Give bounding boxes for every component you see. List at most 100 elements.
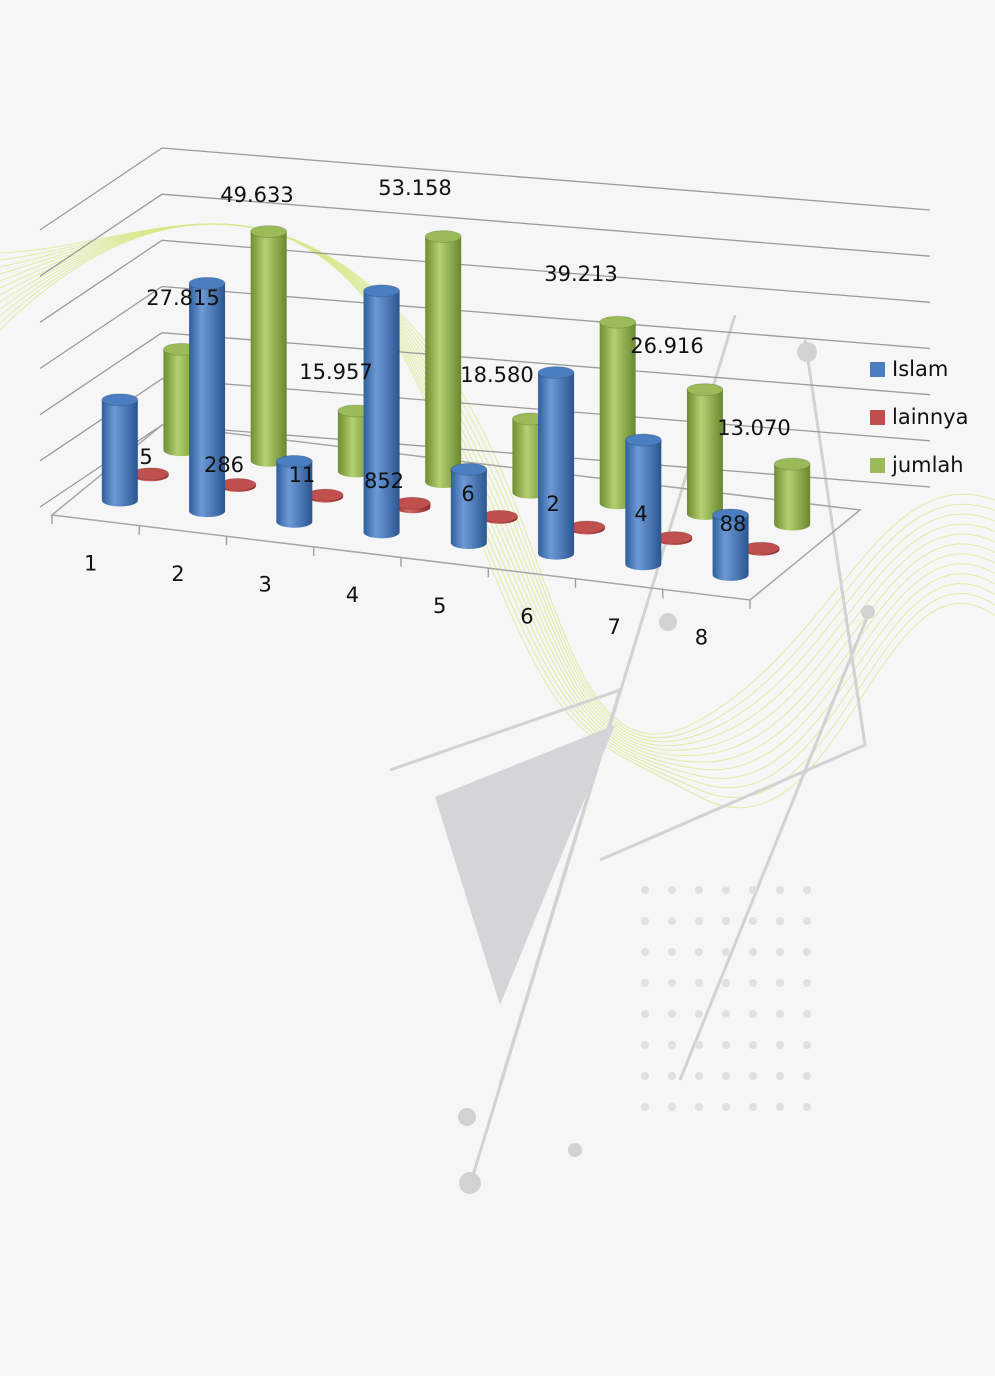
cylinder-body [425,236,462,488]
cylinder-top [306,488,344,502]
decor-dot [641,886,649,894]
decor-dot [668,1041,676,1049]
cylinder-lainnya-7 [655,531,693,546]
cylinder-top [655,531,693,545]
background-decoration [0,223,995,1194]
decor-dot [749,886,757,894]
data-label: 5 [139,445,152,469]
category-label: 3 [258,573,271,597]
cylinder-top [599,315,637,329]
category-label: 5 [433,594,446,618]
decor-dot [722,1041,730,1049]
decor-dot [641,948,649,956]
legend-swatch [870,361,885,377]
decor-dot [749,1072,757,1080]
legend-item-lainnya: lainnya [870,393,968,441]
cylinder-body [450,469,487,550]
cylinder-Islam-7 [624,433,662,571]
decor-dot [776,917,784,925]
cylinder-Islam-3 [275,454,313,528]
decor-dot [749,1103,757,1111]
gridline [39,285,931,370]
legend-label: jumlah [892,453,964,477]
category-label: 6 [520,604,533,628]
decor-dot [749,1041,757,1049]
decor-dot [722,1103,730,1111]
legend-item-jumlah: jumlah [870,441,968,489]
decor-dot [641,1041,649,1049]
gridline [39,378,931,462]
decor-dot [803,1041,811,1049]
cylinder-top [101,393,139,407]
cylinder-top [481,509,519,523]
cylinder-top [450,462,488,476]
decor-dot [776,1041,784,1049]
decor-dot [641,1103,649,1111]
legend-label: lainnya [892,405,969,429]
cylinder-lainnya-6 [568,520,606,535]
cylinder-body [189,283,226,518]
decor-dot [695,1010,703,1018]
decor-dot [861,605,875,619]
gridline [39,239,931,323]
data-label: 15.957 [299,360,372,384]
cylinder-lainnya-8 [742,541,780,556]
cylinder-Islam-4 [363,284,401,539]
decor-dot [641,1072,649,1080]
decor-dot [695,886,703,894]
data-label: 286 [204,453,244,477]
cylinder-top [424,230,462,244]
decor-dot [722,979,730,987]
decor-dot [695,948,703,956]
cylinder-top [686,383,724,397]
category-label: 7 [607,615,620,639]
category-label: 2 [171,562,184,586]
decor-dot [749,948,757,956]
cylinder-body [774,464,811,531]
decor-dot [776,886,784,894]
decor-dot [659,613,677,631]
decor-dot [695,1072,703,1080]
legend-item-Islam: Islam [870,345,968,393]
gridline [39,193,931,277]
cylinder-body [363,290,400,539]
category-label: 4 [346,583,359,607]
data-label: 6 [461,482,474,506]
data-label: 27.815 [146,286,219,310]
cylinder-lainnya-5 [481,509,519,524]
cylinder-lainnya-2 [219,477,257,492]
data-label: 39.213 [544,262,617,286]
data-label: 11 [289,463,316,487]
category-label: 8 [695,626,708,650]
cylinder-body [538,372,575,560]
decor-dot [803,1010,811,1018]
cylinder-body [712,514,749,581]
cylinder-top [712,508,750,522]
cylinder-Islam-6 [537,366,575,560]
cylinder-lainnya-1 [132,467,170,482]
cylinder-top [393,496,431,510]
cylinder-jumlah-7 [686,383,724,520]
decor-dot [749,1010,757,1018]
decor-dot [722,886,730,894]
decor-dot [668,1072,676,1080]
cylinder-top [275,454,313,468]
data-label: 26.916 [630,334,703,358]
legend-label: Islam [892,357,949,381]
data-label: 852 [364,469,404,493]
decor-dot [722,1010,730,1018]
cylinder-lainnya-4 [393,496,431,514]
decor-dot [803,886,811,894]
gridline [39,332,931,416]
cylinder-top [132,467,170,481]
decor-dot [776,979,784,987]
wave-line [0,223,995,809]
decor-line [599,339,867,862]
decor-dot [668,917,676,925]
cylinder-top [250,225,288,239]
decor-dot [459,1172,481,1194]
decor-dot [722,948,730,956]
cylinder-top [742,541,780,555]
decor-dot [458,1108,476,1126]
